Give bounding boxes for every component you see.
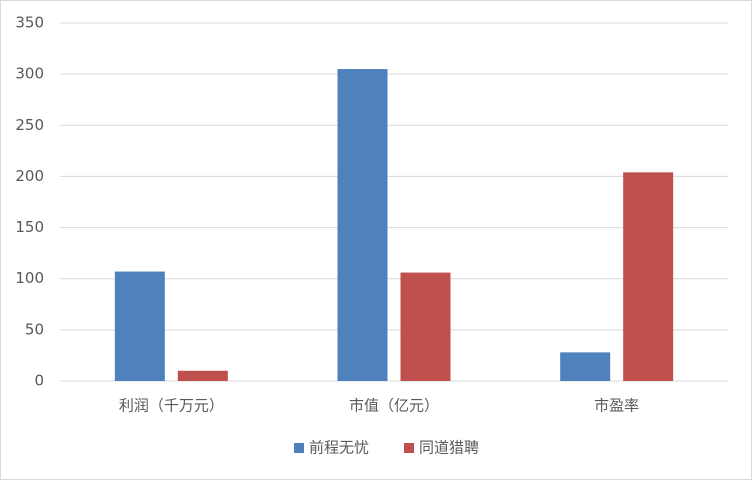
y-tick-label: 0	[34, 372, 44, 390]
x-tick-label: 利润（千万元）	[119, 397, 224, 415]
legend-swatch	[404, 443, 414, 453]
y-tick-label: 350	[15, 14, 44, 32]
bar	[337, 69, 388, 382]
bar	[114, 271, 165, 381]
x-tick-label: 市值（亿元）	[349, 397, 439, 415]
bar	[400, 272, 451, 381]
bar	[177, 370, 228, 381]
y-tick-label: 250	[15, 116, 44, 134]
legend-label: 前程无忧	[309, 439, 369, 457]
y-tick-label: 200	[15, 167, 44, 185]
y-tick-label: 150	[15, 218, 44, 236]
y-tick-label: 300	[15, 65, 44, 83]
y-tick-label: 50	[25, 320, 44, 338]
bar	[560, 352, 611, 381]
bar	[623, 172, 674, 381]
legend-label: 同道猎聘	[419, 439, 479, 457]
y-tick-label: 100	[15, 269, 44, 287]
legend-swatch	[294, 443, 304, 453]
x-tick-label: 市盈率	[594, 397, 639, 415]
